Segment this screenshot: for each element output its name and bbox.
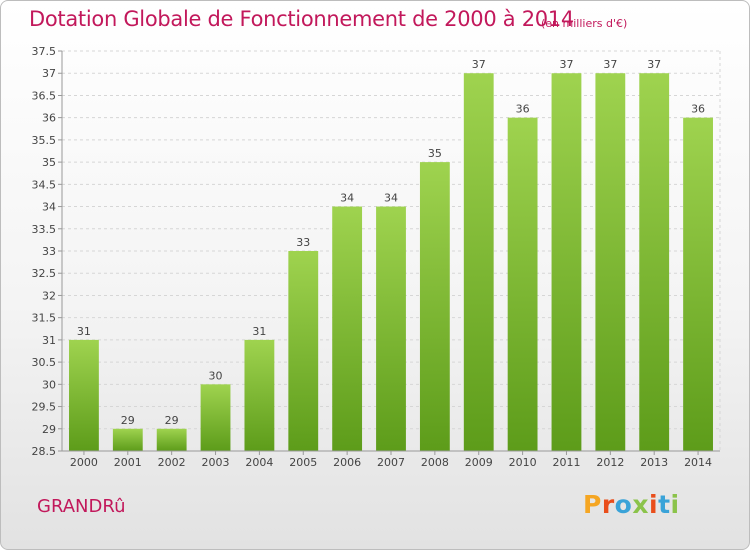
y-tick-label: 28.5 xyxy=(32,445,57,458)
x-tick-label: 2007 xyxy=(377,456,405,469)
y-tick-label: 29 xyxy=(42,423,56,436)
bar-value-label: 33 xyxy=(296,236,310,249)
logo-letter: i xyxy=(670,490,680,519)
y-tick-label: 37.5 xyxy=(32,45,57,58)
y-tick-label: 36 xyxy=(42,112,56,125)
x-tick-label: 2014 xyxy=(684,456,712,469)
bar-value-label: 36 xyxy=(516,103,530,116)
y-tick-label: 34 xyxy=(42,201,56,214)
x-tick-label: 2009 xyxy=(465,456,493,469)
x-tick-label: 2010 xyxy=(509,456,537,469)
bar-value-label: 34 xyxy=(384,192,398,205)
y-tick-label: 29.5 xyxy=(32,401,57,414)
x-tick-label: 2002 xyxy=(158,456,186,469)
logo-letter: i xyxy=(649,490,659,519)
bar xyxy=(332,206,363,451)
bar xyxy=(200,384,231,451)
bar xyxy=(244,339,275,451)
x-tick-label: 2005 xyxy=(289,456,317,469)
bar xyxy=(288,251,319,451)
y-tick-label: 33 xyxy=(42,245,56,258)
y-tick-label: 32.5 xyxy=(32,267,57,280)
chart-title: Dotation Globale de Fonctionnement de 20… xyxy=(29,7,574,31)
chart-subtitle: (en milliers d'€) xyxy=(541,17,628,30)
bar xyxy=(507,117,538,452)
bar-value-label: 37 xyxy=(603,58,617,71)
x-tick-label: 2011 xyxy=(552,456,580,469)
x-tick-label: 2004 xyxy=(245,456,273,469)
bar-value-label: 29 xyxy=(165,414,179,427)
x-tick-label: 2003 xyxy=(202,456,230,469)
bar xyxy=(376,206,406,451)
y-tick-label: 30 xyxy=(42,378,56,391)
commune-name: GRANDRû xyxy=(37,496,126,517)
bar xyxy=(551,73,582,451)
bar xyxy=(419,162,450,451)
x-tick-label: 2012 xyxy=(596,456,624,469)
bar xyxy=(683,117,713,452)
bar xyxy=(156,428,187,451)
y-tick-label: 30.5 xyxy=(32,356,57,369)
bar-value-label: 37 xyxy=(559,58,573,71)
y-tick-label: 33.5 xyxy=(32,223,57,236)
bar-value-label: 30 xyxy=(209,369,223,382)
bar xyxy=(463,73,494,451)
bar-value-label: 36 xyxy=(691,103,705,116)
y-tick-label: 32 xyxy=(42,289,56,302)
bar-value-label: 31 xyxy=(252,325,266,338)
bar xyxy=(639,73,670,451)
x-tick-label: 2008 xyxy=(421,456,449,469)
x-tick-label: 2001 xyxy=(114,456,142,469)
bar xyxy=(112,428,143,451)
y-tick-label: 31.5 xyxy=(32,312,57,325)
y-tick-label: 35.5 xyxy=(32,134,57,147)
bar-value-label: 29 xyxy=(121,414,135,427)
bars: 31 29 29 30 31 33 34 34 35 37 36 37 37 37 36 xyxy=(69,58,713,452)
logo-letter: o xyxy=(614,490,633,519)
y-tick-label: 31 xyxy=(42,334,56,347)
logo-letter: r xyxy=(601,490,615,519)
y-tick-label: 35 xyxy=(42,156,56,169)
logo-letter: P xyxy=(583,490,602,519)
bar-value-label: 35 xyxy=(428,147,442,160)
proxiti-logo[interactable]: Proxiti xyxy=(583,490,680,519)
bar-value-label: 37 xyxy=(472,58,486,71)
y-tick-label: 37 xyxy=(42,67,56,80)
x-tick-label: 2000 xyxy=(70,456,98,469)
bar-value-label: 31 xyxy=(77,325,91,338)
y-tick-label: 34.5 xyxy=(32,178,57,191)
logo-letter: x xyxy=(632,490,649,519)
axes: 37.5 37 36.5 36 35.5 35 34.5 34 33.5 33 32.5 32 31.5… xyxy=(32,45,720,469)
x-tick-label: 2006 xyxy=(333,456,361,469)
bar xyxy=(69,339,99,451)
bar xyxy=(595,73,626,451)
logo-letter: t xyxy=(658,490,671,519)
bar-value-label: 34 xyxy=(340,192,354,205)
x-tick-label: 2013 xyxy=(640,456,668,469)
bar-value-label: 37 xyxy=(647,58,661,71)
y-tick-label: 36.5 xyxy=(32,89,57,102)
